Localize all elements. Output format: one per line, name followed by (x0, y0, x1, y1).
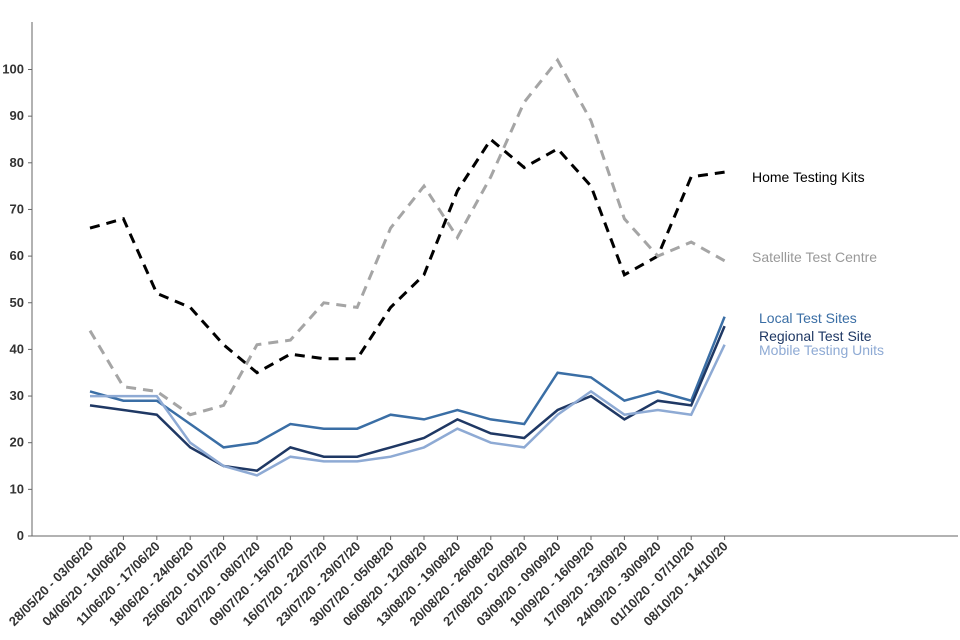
series-lines (88, 57, 726, 477)
local-test-sites-label: Local Test Sites (759, 310, 857, 326)
y-tick-label: 60 (10, 248, 24, 263)
home-testing-kits-label: Home Testing Kits (752, 169, 865, 185)
local-test-sites-line (89, 316, 726, 449)
home-testing-kits-line (89, 137, 725, 375)
y-tick-label: 50 (10, 295, 24, 310)
y-tick-label: 10 (10, 481, 24, 496)
series-labels: Home Testing Kits Satellite Test Centre Lo… (752, 169, 884, 358)
regional-test-site-label: Regional Test Site (759, 328, 872, 344)
y-tick-label: 70 (10, 201, 24, 216)
mobile-testing-units-line (90, 344, 726, 477)
regional-test-site-line (89, 325, 726, 473)
y-axis-ticks: 0 10 20 30 40 50 60 70 80 90 100 (2, 62, 32, 543)
mobile-testing-units-label: Mobile Testing Units (759, 342, 884, 358)
y-tick-label: 80 (10, 155, 24, 170)
y-tick-label: 40 (10, 341, 24, 356)
y-tick-label: 100 (2, 62, 24, 77)
satellite-test-centre-line (88, 57, 726, 417)
y-tick-label: 20 (10, 435, 24, 450)
y-tick-label: 0 (17, 528, 24, 543)
satellite-test-centre-label: Satellite Test Centre (752, 249, 877, 265)
y-tick-label: 90 (10, 108, 24, 123)
y-tick-label: 30 (10, 388, 24, 403)
